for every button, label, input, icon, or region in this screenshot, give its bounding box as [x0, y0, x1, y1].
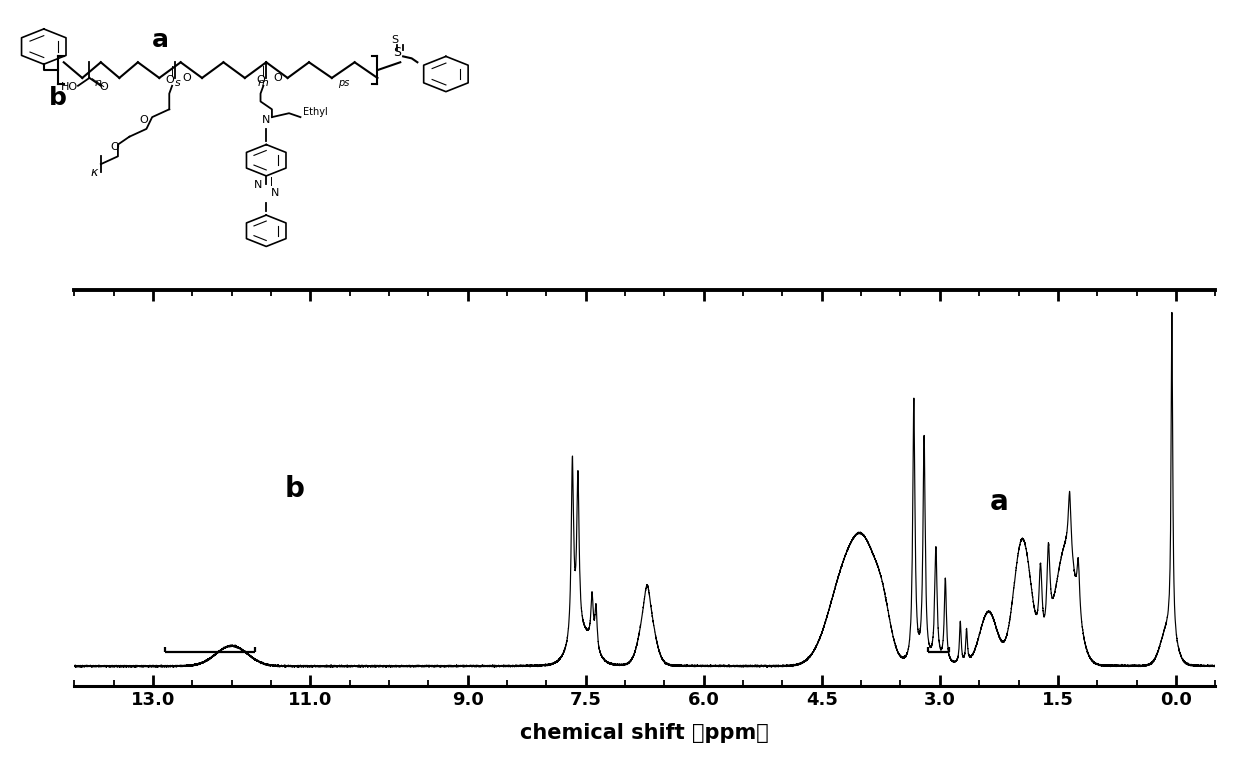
- Text: Ethyl: Ethyl: [304, 107, 329, 117]
- X-axis label: chemical shift （ppm）: chemical shift （ppm）: [521, 722, 769, 742]
- Text: $\kappa$: $\kappa$: [91, 166, 99, 179]
- Text: a: a: [990, 488, 1008, 517]
- Text: b: b: [50, 86, 67, 110]
- Text: O: O: [273, 73, 281, 83]
- Text: a: a: [153, 27, 169, 52]
- Text: O: O: [165, 75, 174, 85]
- Text: ps: ps: [337, 78, 348, 88]
- Text: HO: HO: [61, 82, 78, 91]
- Text: O: O: [182, 73, 191, 83]
- Text: O: O: [257, 75, 265, 85]
- Text: n: n: [94, 78, 102, 88]
- Text: N: N: [262, 115, 270, 125]
- Text: N: N: [270, 187, 279, 197]
- Text: S: S: [393, 46, 402, 59]
- Text: O: O: [139, 115, 148, 125]
- Text: s: s: [175, 78, 181, 88]
- Text: O: O: [110, 142, 119, 152]
- Text: b: b: [285, 475, 305, 504]
- Text: N: N: [253, 180, 262, 190]
- Text: m: m: [258, 78, 269, 88]
- Text: O: O: [99, 82, 108, 91]
- Text: S: S: [391, 35, 398, 45]
